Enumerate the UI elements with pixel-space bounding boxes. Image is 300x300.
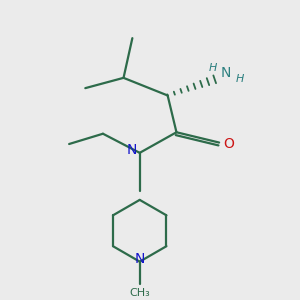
Text: CH₃: CH₃	[129, 288, 150, 298]
Text: N: N	[126, 143, 137, 158]
Text: O: O	[223, 137, 234, 151]
Text: N: N	[134, 252, 145, 266]
Text: H: H	[236, 74, 244, 84]
Text: H: H	[209, 63, 218, 73]
Text: N: N	[221, 66, 231, 80]
